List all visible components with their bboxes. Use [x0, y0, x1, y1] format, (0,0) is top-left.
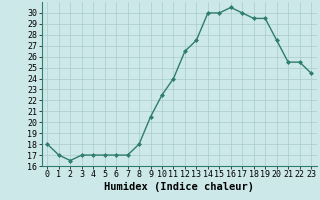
X-axis label: Humidex (Indice chaleur): Humidex (Indice chaleur): [104, 182, 254, 192]
